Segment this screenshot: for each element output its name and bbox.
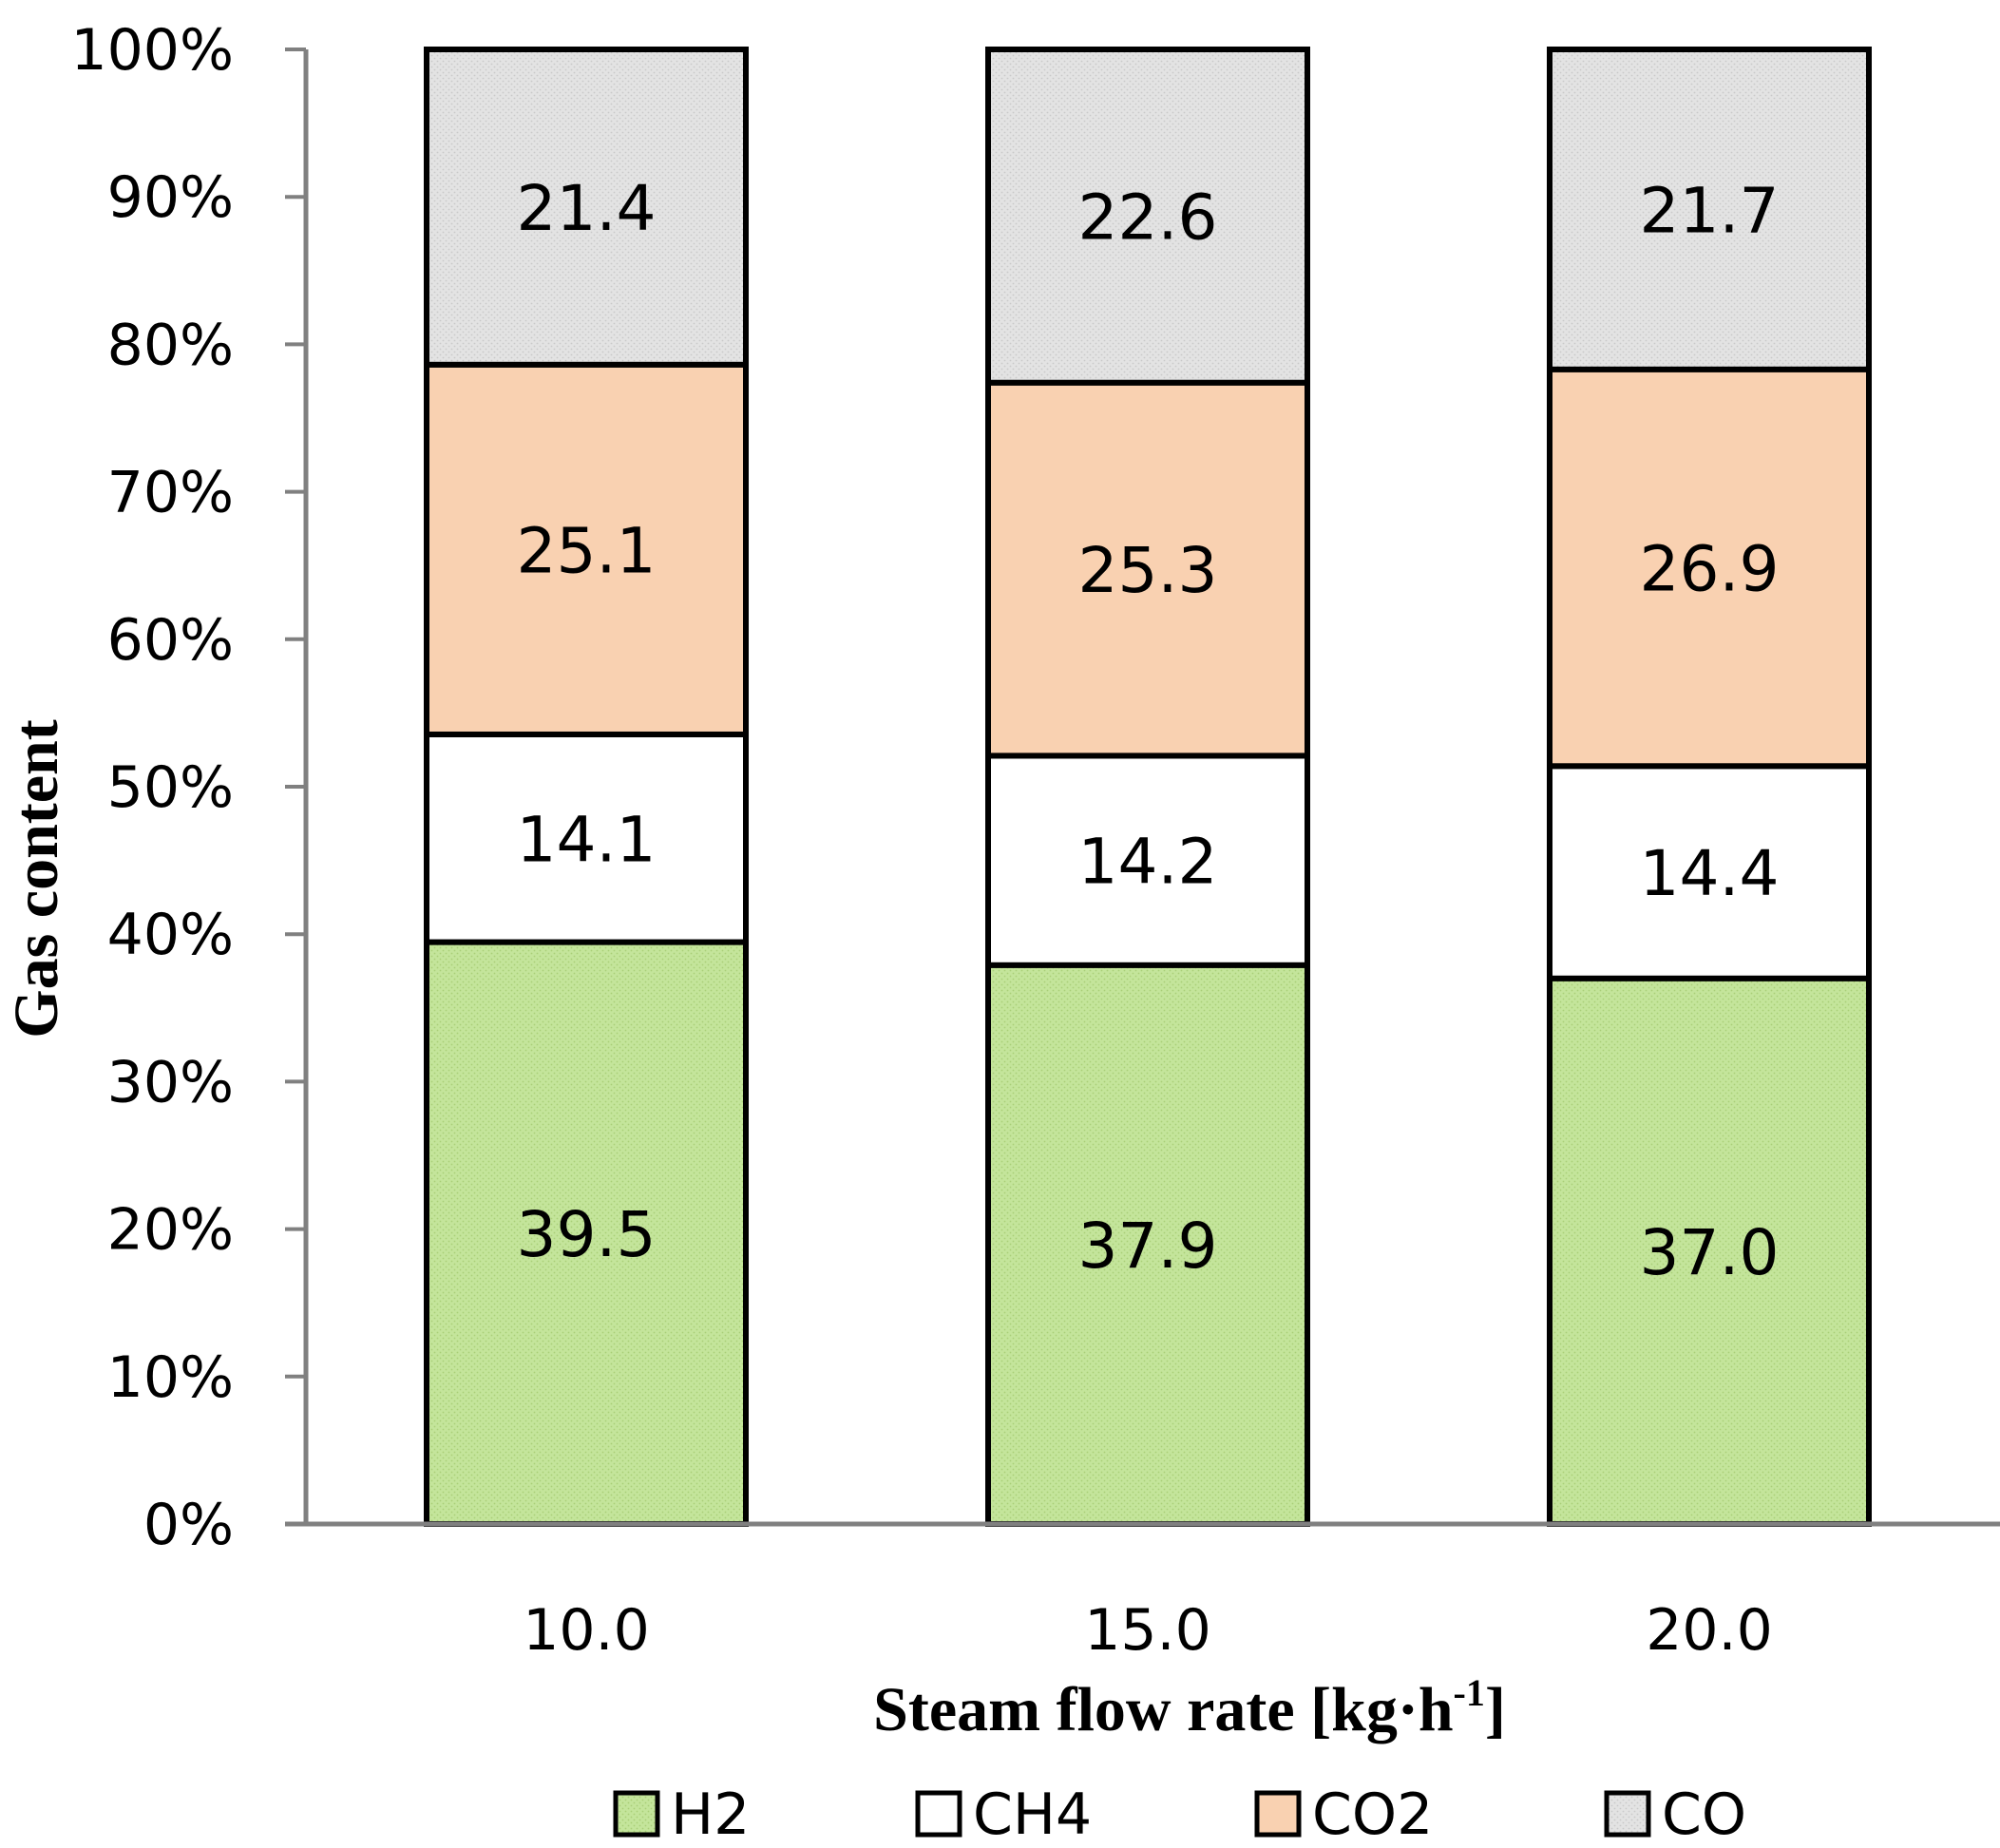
data-label-ch4: 14.4	[1640, 837, 1780, 910]
bar-segment-ch4	[424, 731, 749, 945]
data-label-co: 21.7	[1640, 174, 1780, 247]
bar-segment-co	[985, 47, 1310, 386]
legend-label-ch4: CH4	[973, 1781, 1092, 1848]
data-label-h2: 37.0	[1640, 1216, 1780, 1289]
x-tick-label: 15.0	[1084, 1597, 1211, 1664]
y-tick-label: 30%	[107, 1049, 234, 1115]
bar-segment-co	[424, 47, 749, 368]
x-axis-title-superscript: -1	[1454, 1671, 1485, 1714]
legend-swatch-co	[1604, 1790, 1651, 1838]
y-tick-label: 60%	[107, 607, 234, 674]
data-label-ch4: 14.1	[517, 803, 657, 876]
x-axis-title: Steam flow rate [kg·h-1]	[873, 1671, 1506, 1744]
data-label-h2: 37.9	[1078, 1210, 1218, 1283]
bar-segment-h2	[1547, 975, 1872, 1527]
y-tick-label: 100%	[70, 17, 234, 84]
data-label-co2: 26.9	[1640, 533, 1780, 606]
y-tick-label: 10%	[107, 1344, 234, 1411]
y-tick-label: 80%	[107, 312, 234, 378]
bar-segment-co2	[424, 361, 749, 737]
bar-segment-h2	[985, 962, 1310, 1527]
legend-swatch-h2	[613, 1790, 660, 1838]
y-axis-title: Gas content	[2, 719, 71, 1038]
data-label-ch4: 14.2	[1078, 826, 1218, 899]
y-tick-label: 0%	[143, 1492, 234, 1558]
bar-segment-co	[1547, 47, 1872, 372]
legend-label-co: CO	[1662, 1781, 1746, 1848]
y-tick-label: 90%	[107, 164, 234, 231]
axes	[285, 49, 2000, 1527]
x-axis-ticks: 10.0 15.0 20.0	[523, 1597, 1773, 1664]
data-label-co: 21.4	[517, 172, 657, 245]
legend-swatch-ch4	[915, 1790, 962, 1838]
bar-segment-h2	[424, 939, 749, 1527]
y-axis-ticks: 0% 10% 20% 30% 40% 50% 60% 70% 80% 90% 100%	[70, 17, 306, 1558]
legend-swatch-co2	[1254, 1790, 1302, 1838]
x-tick-label: 20.0	[1646, 1597, 1773, 1664]
x-axis-title-suffix: ]	[1485, 1675, 1506, 1744]
bar-segment-ch4	[1547, 763, 1872, 981]
x-tick-label: 10.0	[523, 1597, 650, 1664]
legend-label-h2: H2	[671, 1781, 750, 1848]
legend-label-co2: CO2	[1312, 1781, 1433, 1848]
data-label-h2: 39.5	[517, 1198, 657, 1271]
legend: H2 CH4 CO2 CO	[613, 1781, 1746, 1848]
y-tick-label: 40%	[107, 902, 234, 968]
bars: 39.5 14.1 25.1 21.4 37.9 14.2 25.3 22.6 37.0 14.4…	[424, 47, 1872, 1527]
y-tick-label: 70%	[107, 460, 234, 526]
y-tick-label: 20%	[107, 1197, 234, 1264]
y-tick-label: 50%	[107, 754, 234, 821]
x-axis-title-main: Steam flow rate [kg·h	[873, 1675, 1453, 1744]
data-label-co2: 25.3	[1078, 534, 1218, 607]
data-label-co2: 25.1	[517, 514, 657, 587]
data-label-co: 22.6	[1078, 181, 1218, 254]
bar-segment-co2	[1547, 366, 1872, 770]
